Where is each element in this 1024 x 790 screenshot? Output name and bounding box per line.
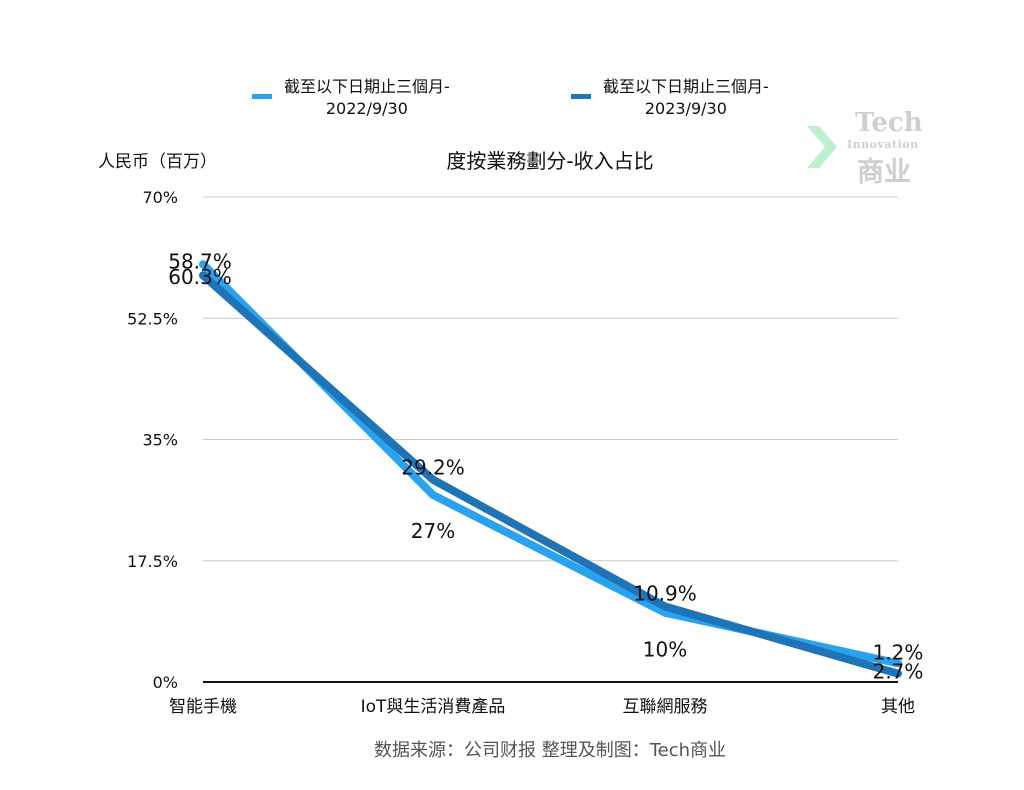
chevron-logo-icon bbox=[807, 126, 837, 168]
data-label: 10% bbox=[643, 638, 687, 662]
y-tick-labels: 0% 17.5% 35% 52.5% 70% bbox=[127, 188, 178, 692]
series-line-0 bbox=[199, 260, 902, 668]
data-label: 27% bbox=[411, 519, 455, 543]
watermark-logo: Tech Innovation 商业 bbox=[803, 108, 933, 188]
unit-label: 人民币（百万） bbox=[98, 152, 217, 172]
chart-title: 度按業務劃分-收入占比 bbox=[446, 149, 654, 173]
y-tick-label: 35% bbox=[142, 431, 178, 450]
series-line-1 bbox=[199, 271, 902, 678]
legend-item-2023: 截至以下日期止三個月- 2023/9/30 bbox=[571, 76, 769, 120]
data-labels: 60.3% 27% 10% 2.7% 58.7% 29.2% 10.9% 1.2% bbox=[168, 249, 923, 683]
legend-label-2022-line1: 截至以下日期止三個月- bbox=[284, 77, 450, 96]
watermark-text-tech: Tech bbox=[855, 108, 923, 138]
x-tick-labels: 智能手機 IoT與生活消費產品 互聯網服務 其他 bbox=[169, 697, 915, 717]
data-label: 2.7% bbox=[873, 659, 924, 683]
legend-swatch-2023 bbox=[571, 94, 591, 99]
legend-label-2022: 截至以下日期止三個月- 2022/9/30 bbox=[284, 76, 450, 120]
source-note: 数据来源：公司财报 整理及制图：Tech商业 bbox=[373, 740, 727, 761]
legend-item-2022: 截至以下日期止三個月- 2022/9/30 bbox=[252, 76, 450, 120]
legend-label-2023: 截至以下日期止三個月- 2023/9/30 bbox=[603, 76, 769, 120]
y-tick-label: 0% bbox=[153, 673, 178, 692]
data-label: 29.2% bbox=[401, 456, 465, 480]
y-tick-label: 70% bbox=[142, 188, 178, 207]
legend-label-2022-line2: 2022/9/30 bbox=[325, 99, 408, 118]
data-label: 10.9% bbox=[633, 581, 697, 605]
watermark-text-cn: 商业 bbox=[857, 157, 911, 188]
series-lines bbox=[199, 260, 902, 678]
x-tick-label: 其他 bbox=[881, 697, 915, 717]
y-tick-label: 52.5% bbox=[127, 309, 178, 328]
data-label: 1.2% bbox=[873, 641, 924, 665]
legend-label-2023-line1: 截至以下日期止三個月- bbox=[603, 77, 769, 96]
data-label: 58.7% bbox=[168, 249, 232, 273]
grid-lines bbox=[203, 196, 898, 683]
x-tick-label: 互聯網服務 bbox=[623, 697, 708, 717]
x-tick-label: 智能手機 bbox=[169, 697, 237, 717]
watermark-text-innovation: Innovation bbox=[847, 138, 919, 151]
x-tick-label: IoT與生活消費產品 bbox=[361, 697, 506, 717]
legend-swatch-2022 bbox=[252, 94, 272, 99]
legend-label-2023-line2: 2023/9/30 bbox=[644, 99, 727, 118]
y-tick-label: 17.5% bbox=[127, 552, 178, 571]
data-label: 60.3% bbox=[168, 265, 232, 289]
